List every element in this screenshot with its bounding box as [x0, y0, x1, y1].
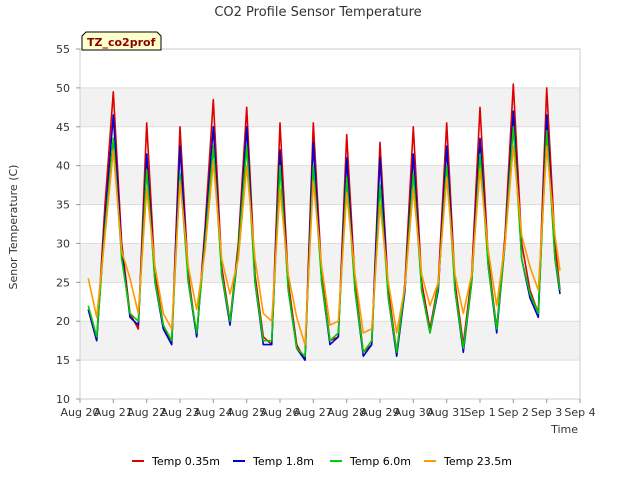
x-tick-label: Aug 30 — [394, 406, 433, 419]
y-tick-label: 45 — [56, 121, 70, 134]
legend-label: Temp 0.35m — [151, 455, 220, 468]
annotation-label: TZ_co2prof — [87, 36, 156, 49]
x-tick-label: Sep 1 — [464, 406, 495, 419]
y-tick-label: 20 — [56, 315, 70, 328]
plot-band — [80, 243, 580, 283]
y-tick-label: 55 — [56, 43, 70, 56]
series-line-4 — [87, 145, 561, 346]
legend-label: Temp 1.8m — [252, 455, 314, 468]
y-tick-label: 15 — [56, 354, 70, 367]
y-tick-label: 30 — [56, 237, 70, 250]
x-tick-label: Aug 26 — [261, 406, 300, 419]
plot-band — [80, 87, 580, 127]
plot-band — [80, 165, 580, 205]
x-tick-label: Aug 29 — [361, 406, 400, 419]
y-tick-label: 40 — [56, 160, 70, 173]
x-tick-label: Aug 22 — [127, 406, 166, 419]
plot-band — [80, 49, 580, 88]
y-tick-label: 25 — [56, 276, 70, 289]
plot-band — [80, 282, 580, 322]
plot-band — [80, 126, 580, 166]
x-axis-label: Time — [550, 423, 578, 436]
x-tick-label: Sep 2 — [498, 406, 529, 419]
y-tick-label: 35 — [56, 199, 70, 212]
y-axis-label: Senor Temperature (C) — [7, 165, 20, 290]
x-tick-label: Aug 27 — [294, 406, 333, 419]
plot-frame — [79, 48, 581, 400]
x-tick-label: Aug 20 — [61, 406, 100, 419]
x-tick-label: Aug 25 — [227, 406, 266, 419]
y-tick-label: 10 — [56, 393, 70, 406]
x-tick-label: Aug 28 — [327, 406, 366, 419]
chart-title: CO2 Profile Sensor Temperature — [214, 5, 421, 20]
legend: Temp 0.35m Temp 1.8m Temp 6.0m Temp 23.5m — [132, 455, 512, 468]
x-tick-label: Sep 4 — [564, 406, 595, 419]
legend-label: Temp 6.0m — [349, 455, 411, 468]
plot-band — [80, 204, 580, 244]
annotation-box: TZ_co2prof — [81, 31, 162, 51]
y-axis: 10 15 20 25 30 35 40 45 50 55 — [56, 43, 80, 406]
x-tick-label: Aug 23 — [161, 406, 200, 419]
plot-band — [80, 360, 580, 399]
x-tick-label: Aug 24 — [194, 406, 233, 419]
legend-label: Temp 23.5m — [443, 455, 512, 468]
x-tick-label: Sep 3 — [531, 406, 562, 419]
x-tick-label: Aug 31 — [427, 406, 466, 419]
series-lines — [87, 83, 561, 361]
x-tick-label: Aug 21 — [94, 406, 133, 419]
y-tick-label: 50 — [56, 82, 70, 95]
